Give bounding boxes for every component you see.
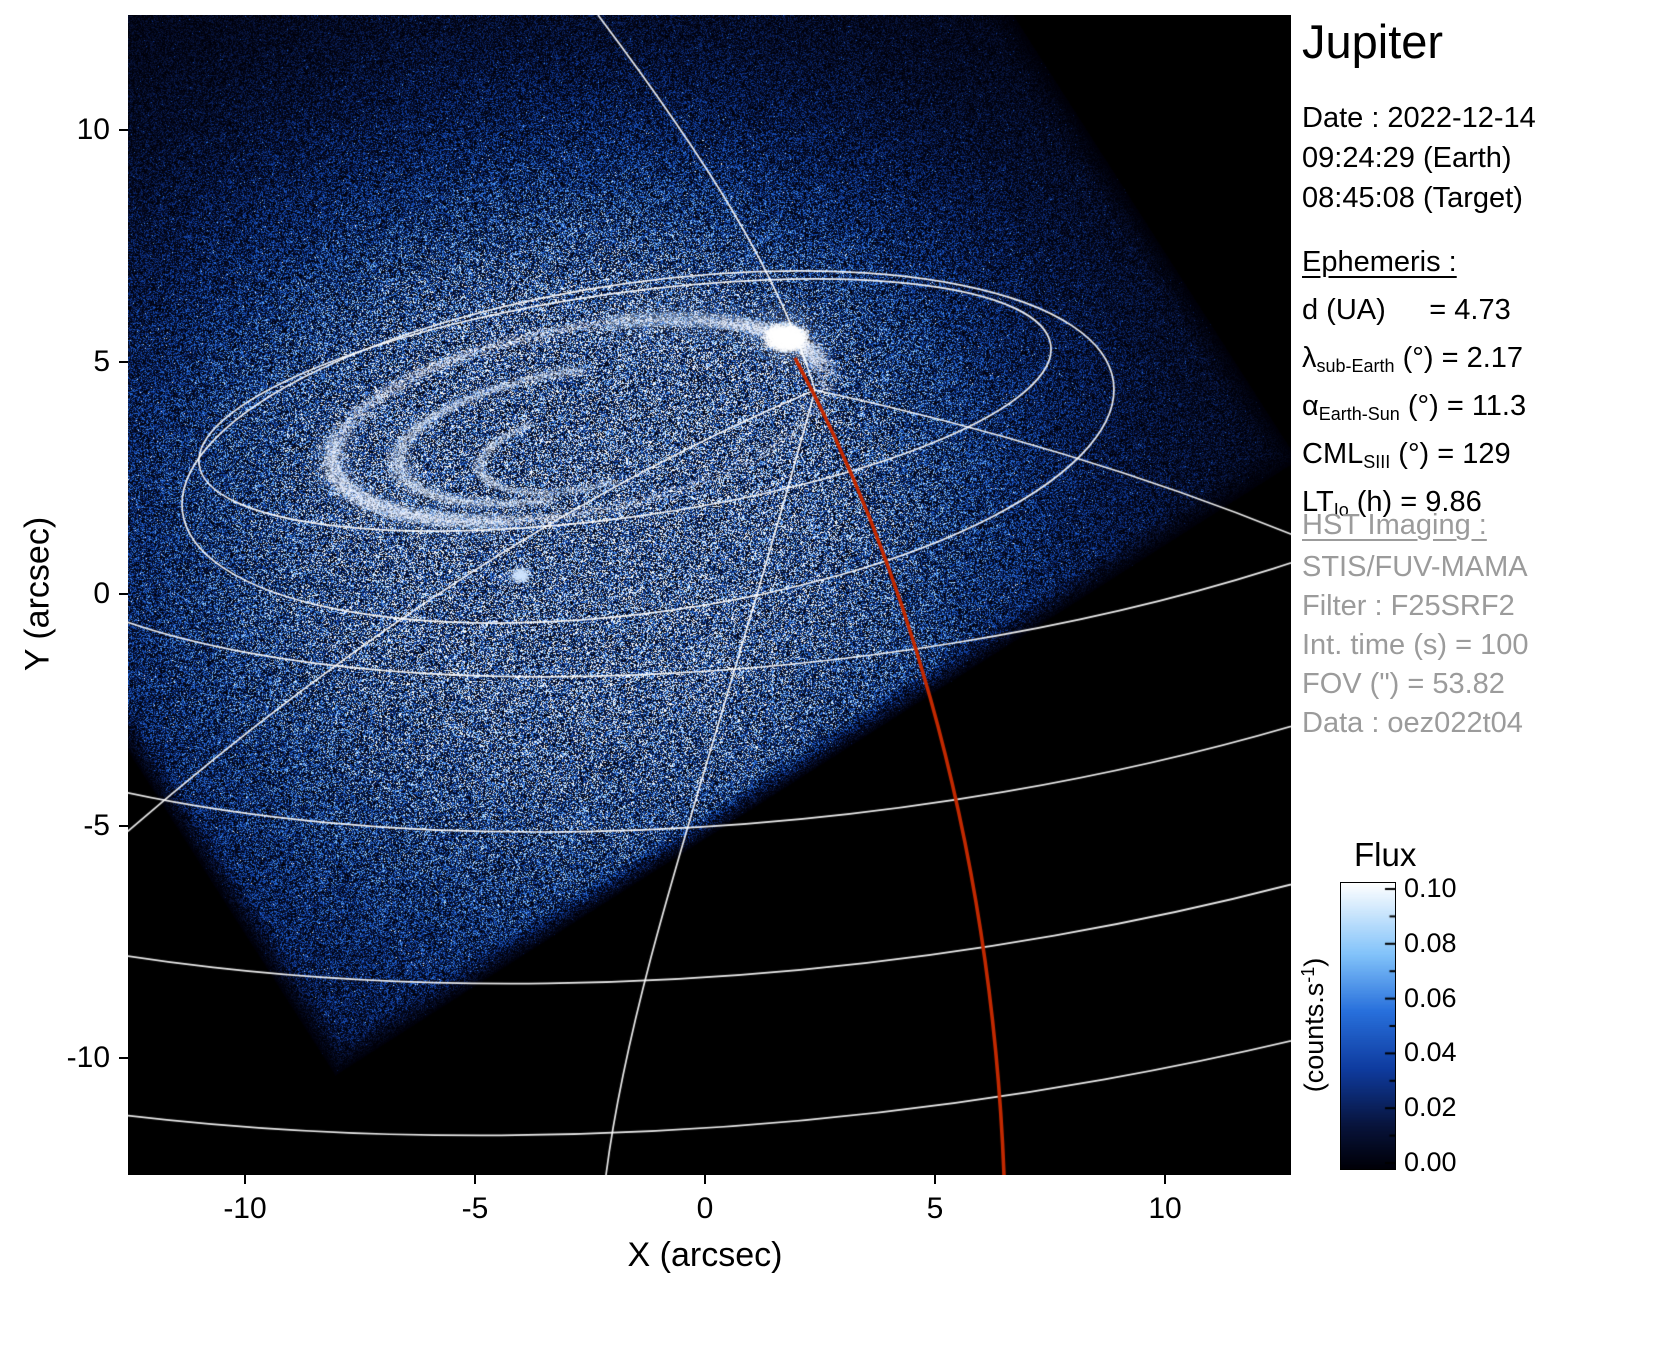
time-earth-line: 09:24:29 (Earth) (1302, 142, 1512, 174)
y-axis-label: Y (arcsec) (18, 516, 57, 672)
y-tick-label: 5 (93, 345, 110, 378)
colorbar-tick-label: 0.00 (1404, 1147, 1457, 1177)
colorbar-tick-label: 0.04 (1404, 1037, 1457, 1067)
hst-imaging-header: HST Imaging : (1302, 509, 1487, 541)
hst-fov-line: FOV (") = 53.82 (1302, 668, 1505, 700)
x-tick-label: 0 (696, 1192, 714, 1225)
colorbar-tick-label: 0.10 (1404, 873, 1457, 903)
y-tick-mark (119, 593, 128, 595)
x-tick-mark (474, 1175, 476, 1184)
colorbar-gradient (1341, 883, 1395, 1169)
ephemeris-header: Ephemeris : (1302, 246, 1457, 278)
hst-imaging-block: HST Imaging : STIS/FUV-MAMA Filter : F25… (1302, 506, 1528, 743)
plot-area (128, 15, 1291, 1175)
plot-image (128, 15, 1291, 1175)
x-tick-label: -10 (223, 1192, 267, 1225)
y-tick-label: 0 (93, 577, 110, 610)
ephemeris-block: d (UA) = 4.73 λsub-Earth (°) = 2.17 αEar… (1302, 290, 1526, 530)
ephemeris-row-subearth: λsub-Earth (°) = 2.17 (1302, 342, 1524, 376)
x-tick-label: -5 (461, 1192, 489, 1225)
hst-data-id-line: Data : oez022t04 (1302, 707, 1523, 739)
y-tick-mark (119, 129, 128, 131)
page-title: Jupiter (1302, 15, 1444, 68)
ephemeris-row-distance: d (UA) = 4.73 (1302, 294, 1511, 326)
hst-filter-line: Filter : F25SRF2 (1302, 590, 1515, 622)
y-tick-label: -5 (83, 809, 110, 842)
y-tick-mark (119, 361, 128, 363)
y-tick-label: -10 (66, 1041, 110, 1074)
hst-int-time-line: Int. time (s) = 100 (1302, 629, 1529, 661)
x-tick-mark (1164, 1175, 1166, 1184)
hst-instrument-line: STIS/FUV-MAMA (1302, 551, 1528, 583)
time-target-line: 08:45:08 (Target) (1302, 182, 1523, 214)
colorbar-tick-label: 0.06 (1404, 983, 1457, 1013)
ephemeris-row-cml: CMLSIII (°) = 129 (1302, 438, 1511, 472)
x-tick-mark (704, 1175, 706, 1184)
x-tick-label: 5 (926, 1192, 944, 1225)
date-line: Date : 2022-12-14 (1302, 102, 1536, 134)
x-tick-label: 10 (1148, 1192, 1182, 1225)
date-block: Date : 2022-12-14 09:24:29 (Earth) 08:45… (1302, 98, 1536, 218)
y-tick-label: 10 (76, 113, 110, 146)
x-axis-label: X (arcsec) (627, 1236, 783, 1274)
y-tick-mark (119, 825, 128, 827)
colorbar (1340, 882, 1396, 1170)
colorbar-unit: (counts.s-1) (1298, 957, 1329, 1093)
x-tick-mark (244, 1175, 246, 1184)
colorbar-tick-label: 0.02 (1404, 1092, 1457, 1122)
y-tick-mark (119, 1057, 128, 1059)
colorbar-title: Flux (1354, 836, 1417, 873)
ephemeris-row-phase: αEarth-Sun (°) = 11.3 (1302, 390, 1527, 424)
colorbar-tick-label: 0.08 (1404, 928, 1457, 958)
ephemeris-row-lt-io: LTIo (h) = 9.86 (1302, 486, 1482, 520)
x-tick-mark (934, 1175, 936, 1184)
